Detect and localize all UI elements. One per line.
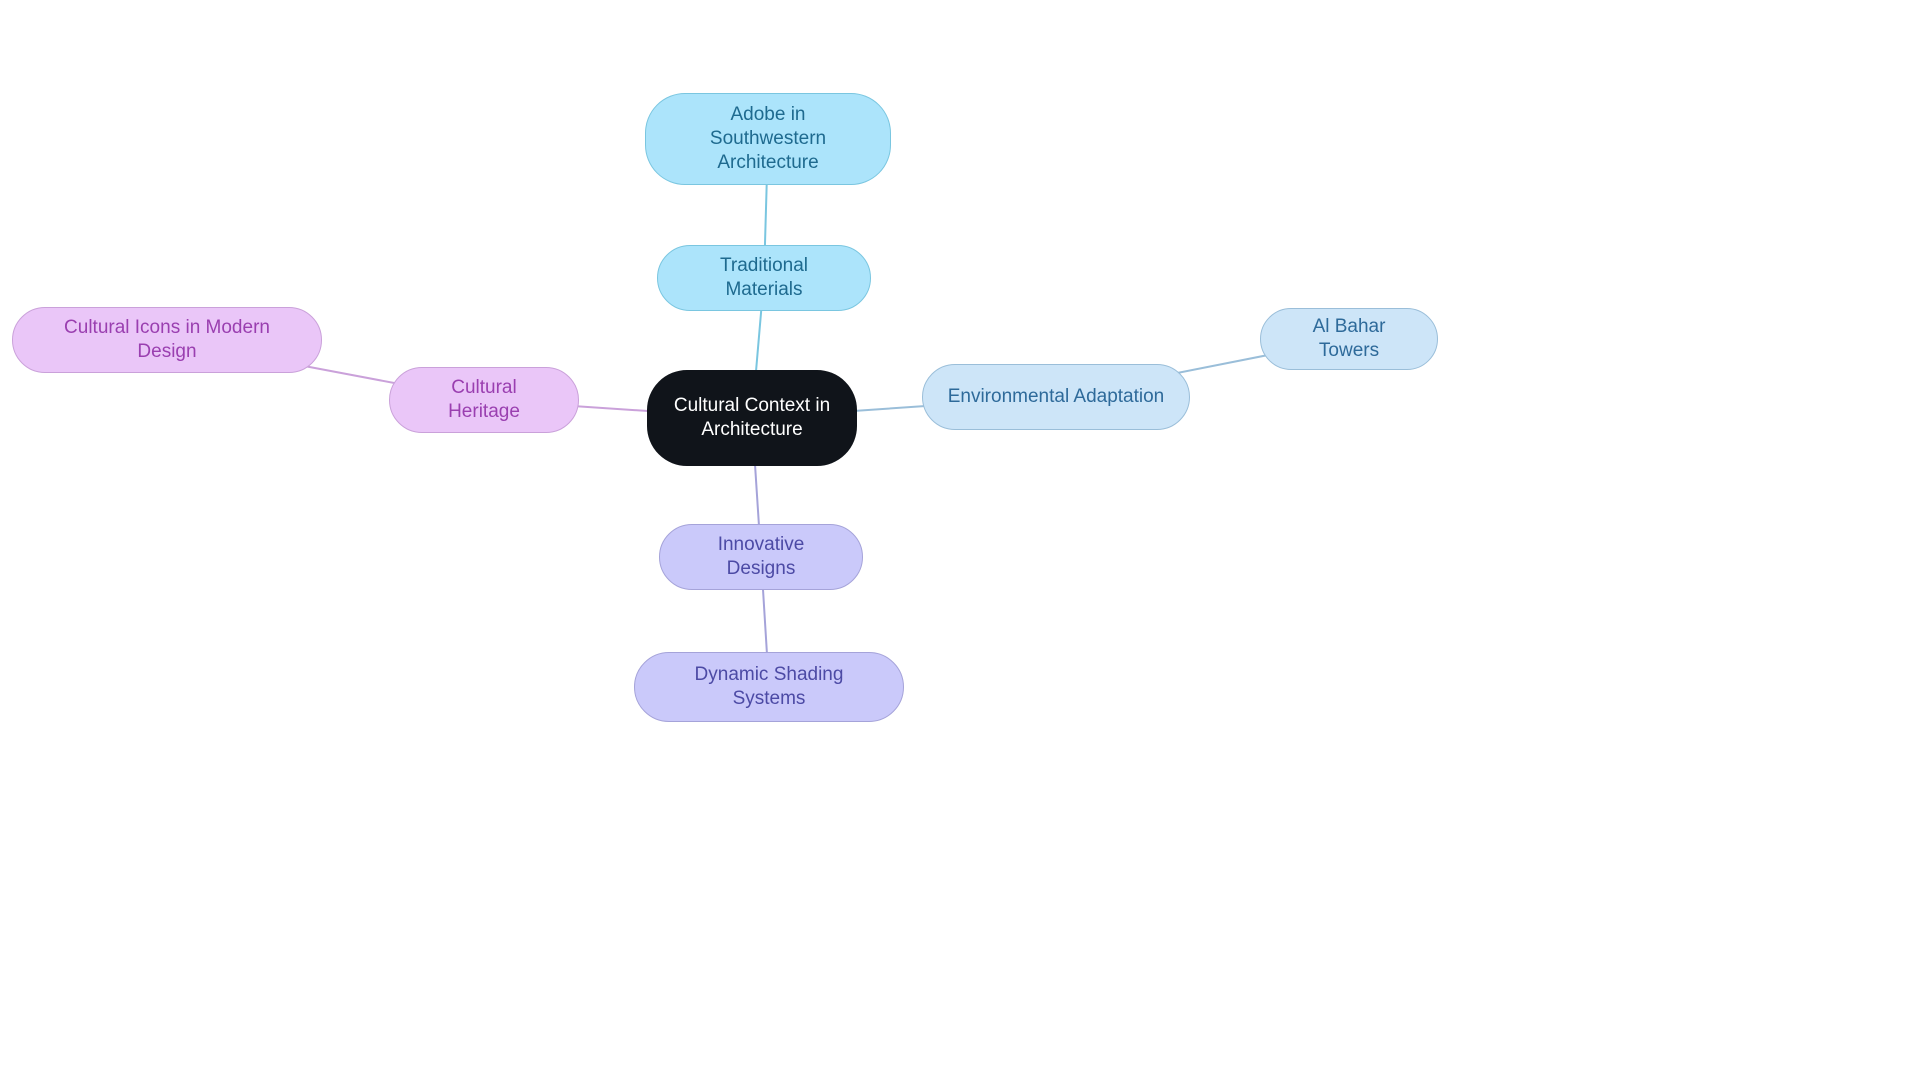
node-env: Environmental Adaptation (922, 364, 1190, 430)
node-innovative: Innovative Designs (659, 524, 863, 590)
node-label: Innovative Designs (684, 533, 838, 581)
node-label: Al Bahar Towers (1285, 315, 1413, 363)
diagram-canvas: Cultural Context in Architecture Traditio… (0, 0, 1920, 1083)
node-center: Cultural Context in Architecture (647, 370, 857, 466)
node-albahar: Al Bahar Towers (1260, 308, 1438, 370)
node-shading: Dynamic Shading Systems (634, 652, 904, 722)
node-label: Cultural Heritage (414, 376, 554, 424)
node-label: Traditional Materials (682, 254, 846, 302)
node-icons: Cultural Icons in Modern Design (12, 307, 322, 373)
node-label: Dynamic Shading Systems (659, 663, 879, 711)
node-label: Environmental Adaptation (948, 385, 1165, 409)
edges-layer (0, 0, 1920, 1083)
node-traditional: Traditional Materials (657, 245, 871, 311)
node-heritage: Cultural Heritage (389, 367, 579, 433)
node-label: Cultural Context in Architecture (672, 394, 832, 442)
node-label: Cultural Icons in Modern Design (37, 316, 297, 364)
node-label: Adobe in Southwestern Architecture (670, 103, 866, 174)
node-adobe: Adobe in Southwestern Architecture (645, 93, 891, 185)
